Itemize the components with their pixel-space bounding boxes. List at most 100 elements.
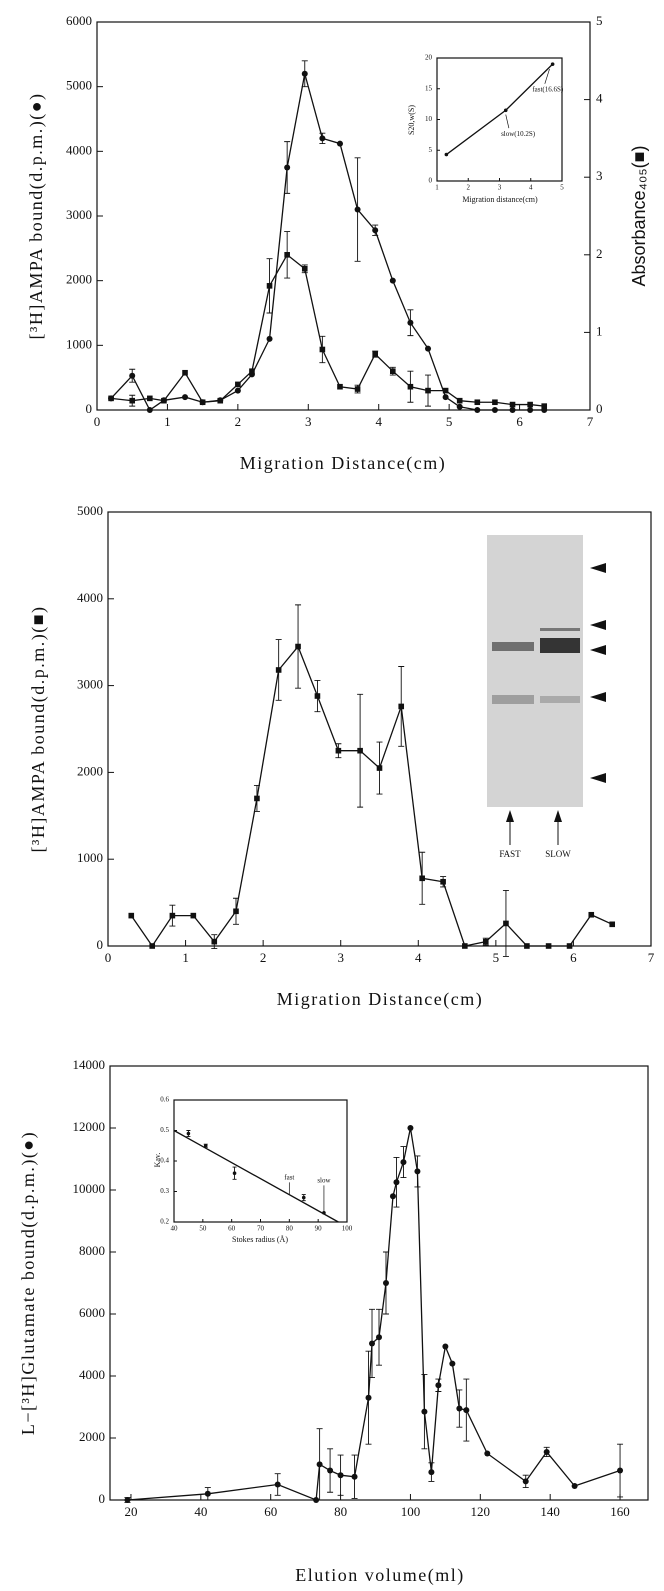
data-point — [129, 373, 135, 379]
gel-band — [492, 642, 534, 651]
x-tick-label: 100 — [401, 1504, 421, 1519]
y-tick-label: 0 — [97, 937, 104, 952]
data-point — [217, 398, 223, 404]
x-tick-label: 60 — [264, 1504, 277, 1519]
plot-frame — [97, 22, 590, 410]
data-point — [129, 398, 135, 404]
x-tick-label: 120 — [471, 1504, 491, 1519]
data-point — [449, 1361, 455, 1367]
data-point — [463, 1407, 469, 1413]
y-tick-label: 5 — [429, 146, 433, 154]
data-point — [544, 1449, 550, 1455]
data-point — [338, 1472, 344, 1478]
data-point — [191, 913, 197, 919]
x-tick-label: 40 — [171, 1225, 179, 1233]
data-point — [390, 1193, 396, 1199]
data-point — [408, 384, 414, 390]
data-point — [393, 1179, 399, 1185]
data-point — [187, 1132, 191, 1136]
x-tick-label: 0 — [105, 950, 112, 965]
x-tick-label: 4 — [529, 184, 533, 192]
data-point — [541, 403, 547, 409]
data-point — [484, 1451, 490, 1457]
gel-band — [492, 695, 534, 704]
x-tick-label: 60 — [228, 1225, 236, 1233]
data-point — [588, 912, 594, 918]
data-point — [147, 396, 153, 402]
y-tick-label: 1000 — [77, 850, 103, 865]
gel-background — [487, 535, 583, 807]
x-tick-label: 100 — [342, 1225, 353, 1233]
figure: FAST SLOW 012345670100020003000400050006… — [0, 0, 664, 1591]
data-point — [457, 398, 463, 404]
data-point — [492, 407, 498, 413]
x-axis-label: Elution volume(ml) — [295, 1565, 464, 1586]
y-tick-label: 4000 — [77, 590, 103, 605]
x-tick-label: 2 — [467, 184, 471, 192]
data-point — [200, 399, 206, 405]
data-point — [267, 283, 273, 289]
data-point — [572, 1483, 578, 1489]
data-point — [336, 748, 342, 754]
data-point — [445, 153, 449, 157]
gel-marker-arrow — [590, 773, 606, 783]
data-point — [442, 1344, 448, 1350]
y-tick-label: 0.6 — [160, 1096, 169, 1104]
x-tick-label: 50 — [199, 1225, 207, 1233]
y-axis-label: S20,w(S) — [407, 105, 416, 135]
data-point — [504, 108, 508, 112]
gel-image: FAST SLOW — [487, 535, 606, 859]
data-point — [249, 368, 255, 374]
x-tick-label: 7 — [587, 414, 594, 429]
data-point — [421, 1409, 427, 1415]
lane-label: SLOW — [545, 849, 571, 859]
data-point — [355, 386, 361, 392]
y-axis-label: [³H]AMPA bound(d.p.m.)(●) — [26, 92, 47, 339]
x-tick-label: 90 — [315, 1225, 323, 1233]
data-point — [108, 396, 114, 402]
x-tick-label: 40 — [194, 1504, 207, 1519]
data-point — [428, 1469, 434, 1475]
x-tick-label: 4 — [415, 950, 422, 965]
x-tick-label: 160 — [610, 1504, 630, 1519]
y-tick-label: 0.2 — [160, 1218, 169, 1226]
x-tick-label: 4 — [375, 414, 382, 429]
data-point — [327, 1468, 333, 1474]
data-point — [390, 368, 396, 374]
data-point — [182, 370, 188, 376]
x-tick-label: 2 — [235, 414, 242, 429]
data-point — [407, 1125, 413, 1131]
data-point — [147, 407, 153, 413]
x-tick-label: 80 — [286, 1225, 294, 1233]
data-point — [302, 266, 308, 272]
data-point — [320, 347, 326, 353]
data-point — [302, 1196, 306, 1200]
data-point — [275, 1482, 281, 1488]
data-point — [414, 1168, 420, 1174]
y-tick-label: 0.5 — [160, 1126, 169, 1134]
y-axis-label: L−[³H]Glutamate bound(d.p.m.)(●) — [18, 1131, 39, 1435]
gel-band — [540, 696, 580, 703]
data-point — [510, 407, 516, 413]
x-axis-label: Migration distance(cm) — [462, 195, 538, 204]
y-tick-label: 20 — [425, 54, 433, 62]
y-tick-label: 2000 — [66, 272, 92, 287]
lane-arrow-head — [554, 810, 562, 822]
plot-frame — [174, 1100, 347, 1222]
y-tick-label: 8000 — [79, 1243, 105, 1258]
y-tick-label: 2000 — [77, 763, 103, 778]
data-point — [276, 667, 282, 673]
annotation-leader — [506, 115, 509, 129]
data-point — [128, 913, 134, 919]
data-point — [372, 351, 378, 357]
data-point — [383, 1280, 389, 1286]
data-point — [254, 796, 260, 802]
y2-tick-label: 0 — [596, 401, 603, 416]
y-axis-label: Kav. — [153, 1153, 162, 1168]
y2-tick-label: 2 — [596, 246, 603, 261]
data-point — [161, 398, 167, 404]
data-point — [400, 1159, 406, 1165]
data-point — [267, 336, 273, 342]
data-point — [233, 908, 239, 914]
data-point — [211, 939, 217, 945]
